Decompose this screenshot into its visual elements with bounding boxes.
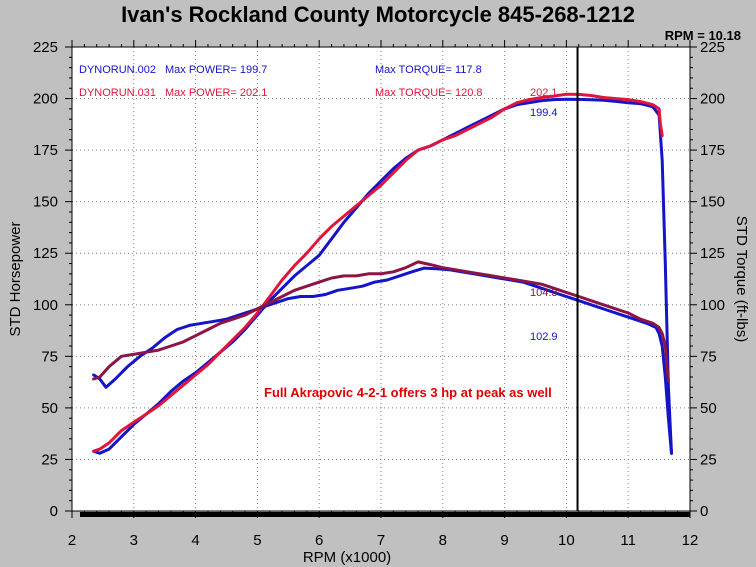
- y-tick-label-left: 150: [33, 194, 58, 211]
- x-axis-bar: [80, 512, 690, 517]
- y-tick-label-left: 0: [50, 503, 58, 520]
- series-lines: [92, 92, 673, 455]
- x-tick-label: 2: [68, 532, 76, 549]
- y-tick-label-right: 0: [700, 503, 708, 520]
- y-tick-label-left: 175: [33, 142, 58, 159]
- series-line-1: [92, 92, 664, 453]
- x-tick-label: 3: [130, 532, 138, 549]
- x-tick-label: 8: [439, 532, 447, 549]
- y-tick-label-right: 50: [700, 400, 717, 417]
- grid: [72, 47, 690, 511]
- y-tick-label-right: 75: [700, 348, 717, 365]
- y-tick-label-left: 200: [33, 91, 58, 108]
- x-tick-label: 10: [558, 532, 575, 549]
- series-line-2: [92, 266, 673, 455]
- y-tick-label-right: 175: [700, 142, 725, 159]
- x-axis-label: RPM (x1000): [303, 549, 391, 566]
- chart-title: Ivan's Rockland County Motorcycle 845-26…: [121, 2, 635, 27]
- y-tick-label-right: 125: [700, 245, 725, 262]
- legend-power-002: Max POWER= 199.7: [165, 64, 267, 76]
- y-tick-label-left: 75: [41, 348, 58, 365]
- cursor-value-power-031: 202.1: [530, 87, 558, 99]
- x-tick-label: 7: [377, 532, 385, 549]
- x-tick-label: 4: [191, 532, 199, 549]
- y-axis-label-left: STD Horsepower: [7, 221, 24, 336]
- series-line-0: [92, 97, 673, 455]
- legend-torque-002: Max TORQUE= 117.8: [375, 64, 482, 76]
- legend-run-031: DYNORUN.031: [79, 87, 156, 99]
- y-tick-label-right: 25: [700, 451, 717, 468]
- legend-run-002: DYNORUN.002: [79, 64, 156, 76]
- x-tick-label: 12: [682, 532, 699, 549]
- y-tick-label-right: 225: [700, 39, 725, 56]
- plot-frame: [71, 46, 691, 512]
- y-axis-label-right: STD Torque (ft-lbs): [733, 216, 750, 342]
- cursor-value-torque-031: 104.3: [530, 287, 558, 299]
- x-tick-label: 5: [253, 532, 261, 549]
- cursor-value-power-002: 199.4: [530, 107, 558, 119]
- y-tick-label-left: 100: [33, 297, 58, 314]
- legend-power-031: Max POWER= 202.1: [165, 87, 267, 99]
- y-tick-label-right: 150: [700, 194, 725, 211]
- y-tick-label-right: 200: [700, 91, 725, 108]
- legend-torque-031: Max TORQUE= 120.8: [375, 87, 483, 99]
- y-tick-label-left: 225: [33, 39, 58, 56]
- y-tick-label-left: 125: [33, 245, 58, 262]
- y-tick-label-left: 25: [41, 451, 58, 468]
- rpm-readout: RPM = 10.18: [665, 28, 741, 43]
- y-tick-label-left: 50: [41, 400, 58, 417]
- x-tick-label: 9: [500, 532, 508, 549]
- series-line-3: [92, 260, 670, 383]
- x-tick-label: 11: [620, 532, 636, 549]
- cursor-value-torque-002: 102.9: [530, 331, 558, 343]
- x-tick-label: 6: [315, 532, 323, 549]
- annotation-note: Full Akrapovic 4-2-1 offers 3 hp at peak…: [264, 385, 552, 400]
- y-tick-label-right: 100: [700, 297, 725, 314]
